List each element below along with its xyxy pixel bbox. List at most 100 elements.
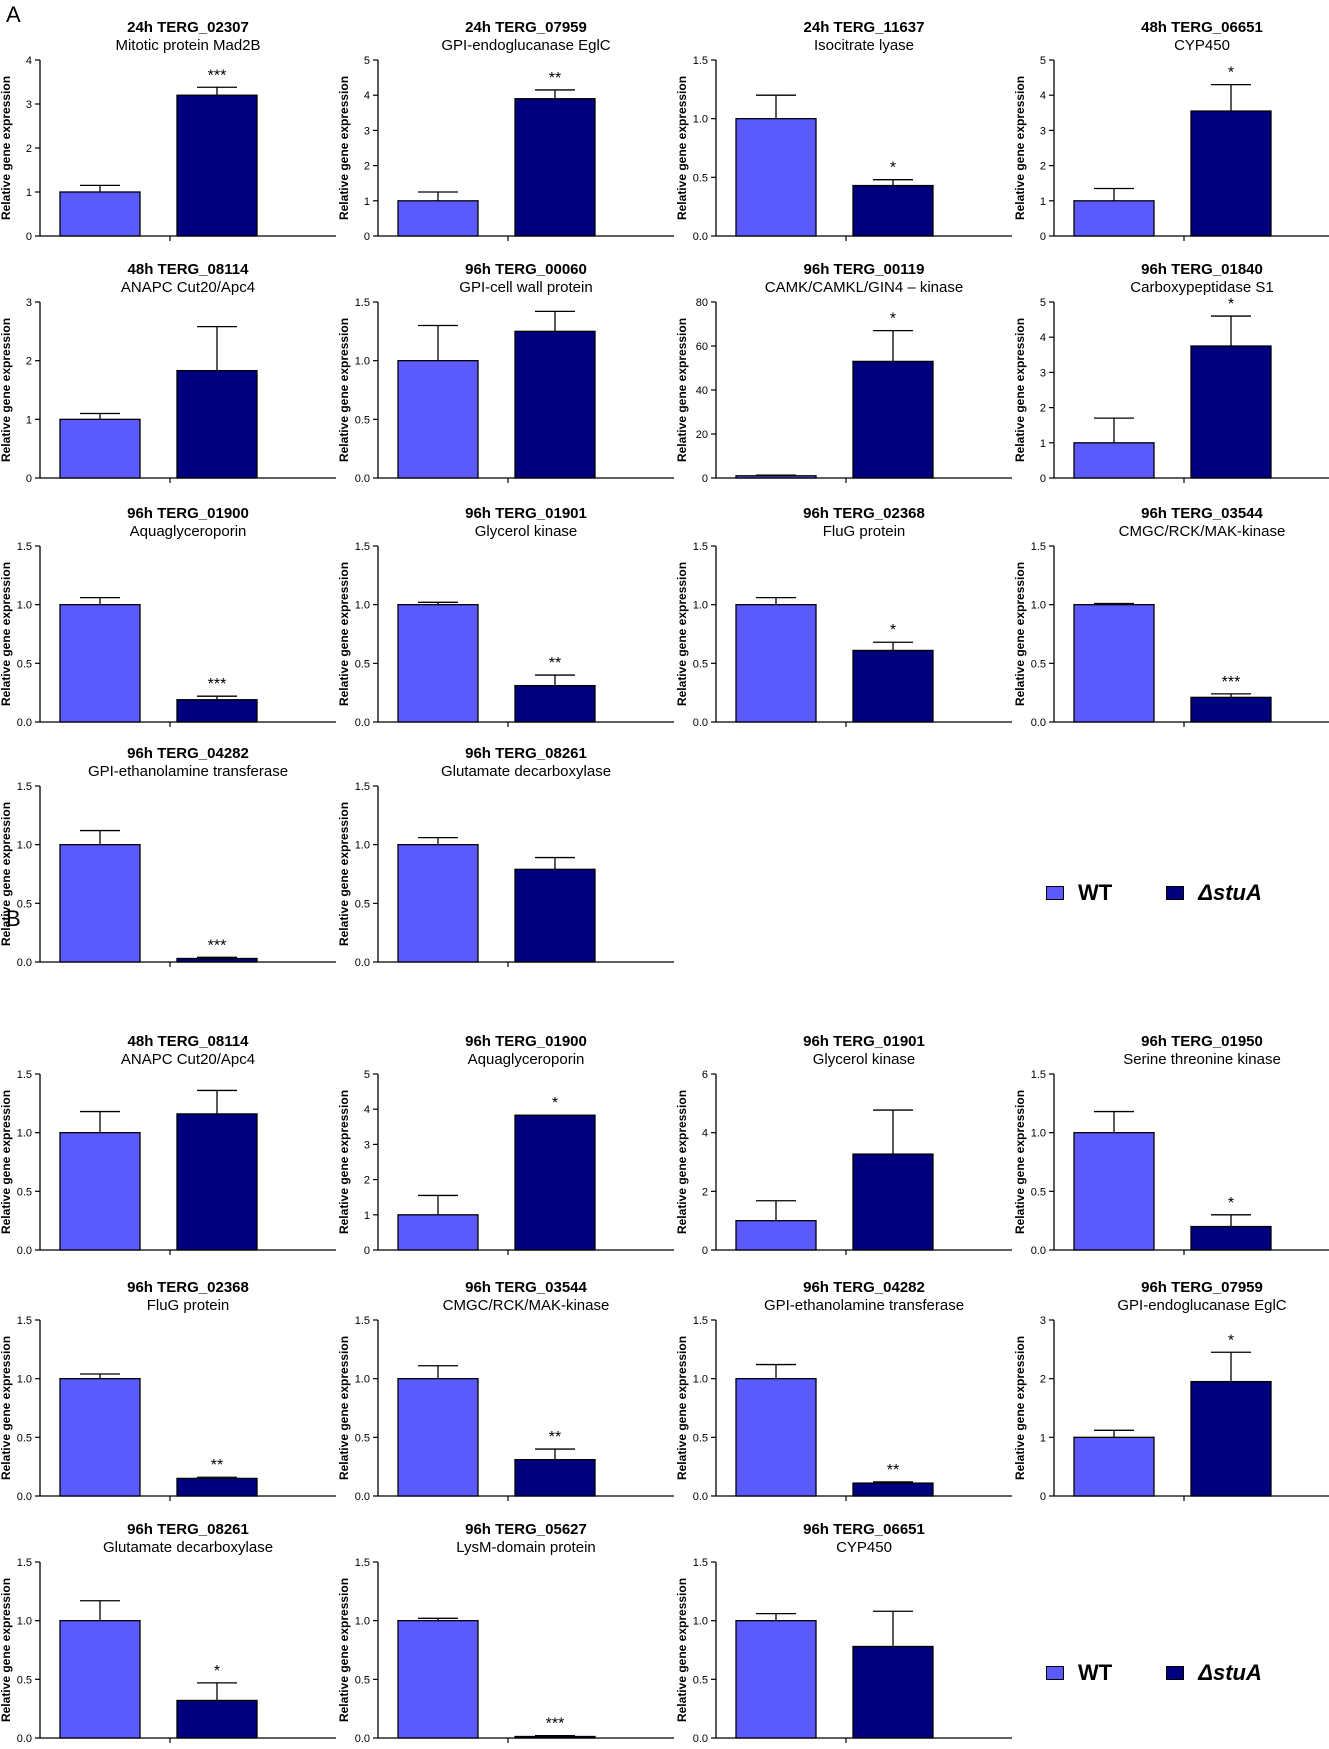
bar-stua xyxy=(852,360,934,479)
chart-subtitle: Glutamate decarboxylase xyxy=(441,763,611,780)
chart-subtitle: GPI-endoglucanase EglC xyxy=(1117,1297,1286,1314)
bar-wt xyxy=(397,200,479,237)
bar-stua xyxy=(176,1699,258,1739)
y-tick-label: 40 xyxy=(696,385,708,397)
legend-label-stua: ΔstuA xyxy=(1198,880,1262,905)
significance-label: * xyxy=(1228,296,1234,313)
y-tick-label: 4 xyxy=(364,90,370,102)
bar-wt xyxy=(735,1620,817,1739)
y-tick-label: 0.0 xyxy=(17,1245,32,1257)
chart-title: 48h TERG_08114 xyxy=(128,1033,250,1050)
y-tick-label: 2 xyxy=(26,143,32,155)
y-tick-label: 4 xyxy=(702,1128,708,1140)
y-tick-label: 0.5 xyxy=(1031,1186,1046,1198)
bar-wt xyxy=(59,1620,141,1739)
legend-swatch-stua xyxy=(1166,886,1185,900)
chart-title: 96h TERG_01900 xyxy=(127,505,249,522)
y-axis-label: Relative gene expression xyxy=(1013,76,1027,220)
legend-item-wt: WT xyxy=(1046,880,1112,906)
bar-wt xyxy=(1073,604,1155,723)
y-tick-label: 0 xyxy=(1040,231,1046,243)
y-tick-label: 2 xyxy=(364,1175,370,1187)
bar-wt xyxy=(1073,200,1155,237)
chart-subtitle: Glycerol kinase xyxy=(813,1051,916,1068)
chart-subtitle: GPI-ethanolamine transferase xyxy=(764,1297,964,1314)
y-tick-label: 3 xyxy=(364,1139,370,1151)
chart-subtitle: ANAPC Cut20/Apc4 xyxy=(121,1051,255,1068)
y-tick-label: 1.5 xyxy=(1031,1069,1046,1081)
chart-title: 96h TERG_02368 xyxy=(803,505,925,522)
y-tick-label: 0.5 xyxy=(17,1186,32,1198)
y-axis-label: Relative gene expression xyxy=(675,1578,689,1722)
y-tick-label: 1.5 xyxy=(355,1315,370,1327)
chart-subtitle: GPI-ethanolamine transferase xyxy=(88,763,288,780)
y-tick-label: 1.5 xyxy=(693,541,708,553)
y-tick-label: 1.0 xyxy=(355,356,370,368)
chart-subtitle: FluG protein xyxy=(823,523,906,540)
chart-subtitle: CMGC/RCK/MAK-kinase xyxy=(443,1297,610,1314)
y-tick-label: 1 xyxy=(1040,1432,1046,1444)
chart-title: 48h TERG_06651 xyxy=(1141,19,1263,36)
y-tick-label: 0.5 xyxy=(17,1432,32,1444)
bar-wt xyxy=(397,1214,479,1251)
chart-title: 96h TERG_01901 xyxy=(465,505,587,522)
y-tick-label: 0.0 xyxy=(17,1491,32,1503)
legend-b: WT ΔstuA xyxy=(1046,1660,1316,1686)
y-tick-label: 0 xyxy=(364,1245,370,1257)
y-tick-label: 80 xyxy=(696,297,708,309)
y-tick-label: 0.0 xyxy=(355,1491,370,1503)
y-tick-label: 0.5 xyxy=(1031,658,1046,670)
y-tick-label: 1.5 xyxy=(355,1557,370,1569)
bar-stua xyxy=(1190,1225,1272,1251)
chart-subtitle: Glutamate decarboxylase xyxy=(103,1539,273,1556)
chart-title: 96h TERG_01840 xyxy=(1141,261,1263,278)
bar-stua xyxy=(176,369,258,479)
y-tick-label: 0 xyxy=(702,473,708,485)
y-tick-label: 0.0 xyxy=(355,473,370,485)
chart-title: 96h TERG_01901 xyxy=(803,1033,925,1050)
chart-title: 96h TERG_00119 xyxy=(804,261,925,278)
y-axis-label: Relative gene expression xyxy=(337,76,351,220)
y-tick-label: 2 xyxy=(364,161,370,173)
y-tick-label: 0.0 xyxy=(355,957,370,969)
bar-wt xyxy=(735,1378,817,1497)
y-axis-label: Relative gene expression xyxy=(0,318,13,462)
chart-title: 24h TERG_07959 xyxy=(465,19,587,36)
y-tick-label: 0.0 xyxy=(355,1733,370,1745)
y-tick-label: 0.0 xyxy=(693,1733,708,1745)
y-tick-label: 1.0 xyxy=(693,1374,708,1386)
significance-label: * xyxy=(1228,65,1234,82)
y-tick-label: 0.5 xyxy=(17,1674,32,1686)
y-tick-label: 0.0 xyxy=(693,717,708,729)
significance-label: * xyxy=(214,1663,220,1680)
bar-stua xyxy=(1190,696,1272,723)
bar-wt xyxy=(397,360,479,479)
y-tick-label: 2 xyxy=(702,1186,708,1198)
significance-label: *** xyxy=(208,937,227,954)
y-tick-label: 3 xyxy=(26,297,32,309)
bar-wt xyxy=(735,118,817,237)
bar-stua xyxy=(514,330,596,479)
chart-title: 96h TERG_06651 xyxy=(803,1521,925,1538)
y-tick-label: 1.5 xyxy=(17,1315,32,1327)
y-tick-label: 1.0 xyxy=(355,1616,370,1628)
y-tick-label: 3 xyxy=(1040,367,1046,379)
bar-wt xyxy=(735,604,817,723)
y-tick-label: 0.0 xyxy=(17,717,32,729)
chart-title: 96h TERG_01900 xyxy=(465,1033,587,1050)
chart-subtitle: CYP450 xyxy=(1174,37,1230,54)
legend-swatch-wt xyxy=(1046,886,1064,900)
bar-stua xyxy=(1190,110,1272,237)
y-tick-label: 0.0 xyxy=(355,717,370,729)
chart-subtitle: Serine threonine kinase xyxy=(1123,1051,1281,1068)
bar-wt xyxy=(397,1620,479,1739)
